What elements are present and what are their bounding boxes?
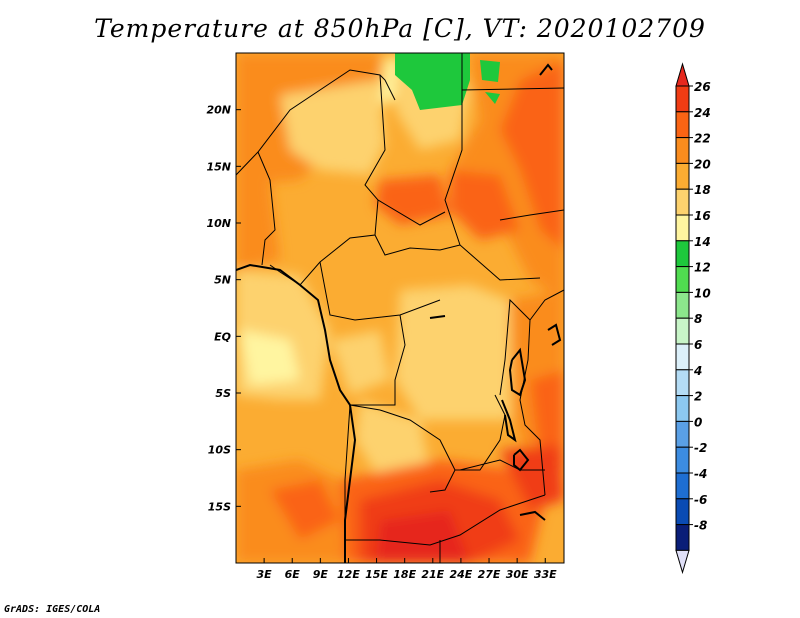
temperature-field <box>236 53 564 563</box>
colorbar-swatch <box>675 498 690 526</box>
colorbar-swatch <box>675 395 690 422</box>
y-tick-label: 20N <box>206 104 231 117</box>
colorbar-label: -8 <box>694 519 707 533</box>
longitude-axis: 3E 6E 9E 12E 15E 18E 21E 24E 27E 30E 33E <box>257 558 557 581</box>
latitude-axis: 20N 15N 10N 5N EQ 5S 10S 15S <box>206 104 241 513</box>
colorbar-swatch <box>675 343 690 371</box>
country-borders <box>236 53 564 563</box>
y-tick-label: 10S <box>208 444 231 457</box>
x-tick-label: 33E <box>534 568 557 581</box>
grads-credit: GrADS: IGES/COLA <box>4 604 101 615</box>
colorbar-top-cap <box>675 62 690 87</box>
colorbar-swatch <box>675 162 690 190</box>
y-tick-label: EQ <box>214 330 231 343</box>
colorbar-label: 4 <box>693 364 702 378</box>
colorbar-label: 14 <box>694 235 711 249</box>
x-tick-label: 3E <box>257 568 273 581</box>
colorbar-swatch <box>675 291 690 319</box>
colorbar-label: 0 <box>694 415 702 429</box>
colorbar-label: -6 <box>694 493 707 507</box>
y-tick-label: 5N <box>214 274 231 287</box>
colorbar-label: 8 <box>694 312 702 326</box>
x-tick-label: 6E <box>285 568 301 581</box>
colorbar-swatch <box>675 240 690 268</box>
x-tick-label: 30E <box>506 568 529 581</box>
colorbar-label: 2 <box>694 390 702 404</box>
colorbar-label: 20 <box>694 157 711 171</box>
colorbar-swatch <box>675 188 690 216</box>
x-tick-label: 24E <box>450 568 473 581</box>
map-title: Temperature at 850hPa [C], VT: 202010270… <box>94 14 706 43</box>
x-tick-label: 27E <box>478 568 501 581</box>
colorbar-label: -4 <box>694 467 707 481</box>
coastlines <box>236 63 562 563</box>
colorbar-swatch <box>675 214 690 242</box>
y-tick-label: 10N <box>206 217 231 230</box>
x-tick-label: 12E <box>337 568 360 581</box>
colorbar-label: 12 <box>694 261 711 275</box>
colorbar-swatch <box>675 524 690 551</box>
colorbar-swatch <box>675 472 690 500</box>
colorbar-swatch <box>675 446 690 474</box>
x-tick-label: 9E <box>313 568 329 581</box>
colorbar-label: 22 <box>694 132 711 146</box>
x-tick-label: 18E <box>393 568 416 581</box>
colorbar-swatch <box>675 85 690 113</box>
map-frame <box>235 52 565 564</box>
y-tick-label: 15S <box>208 500 231 513</box>
y-tick-label: 15N <box>206 160 231 173</box>
colorbar-label: 10 <box>694 286 711 300</box>
colorbar-label: 24 <box>694 106 711 120</box>
colorbar-label: 18 <box>694 183 711 197</box>
colorbar-bottom-cap <box>675 549 690 575</box>
colorbar-label: 6 <box>694 338 702 352</box>
colorbar-swatch <box>675 266 690 293</box>
colorbar-swatch <box>675 369 690 397</box>
colorbar-swatch <box>675 137 690 164</box>
y-tick-label: 5S <box>215 387 231 400</box>
x-tick-label: 15E <box>365 568 388 581</box>
colorbar-label: -2 <box>694 441 707 455</box>
x-tick-label: 21E <box>421 568 444 581</box>
colorbar-label: 26 <box>694 80 711 94</box>
colorbar-label: 16 <box>694 209 711 223</box>
colorbar-swatch <box>675 317 690 345</box>
colorbar-swatch <box>675 420 690 448</box>
colorbar-swatch <box>675 111 690 139</box>
